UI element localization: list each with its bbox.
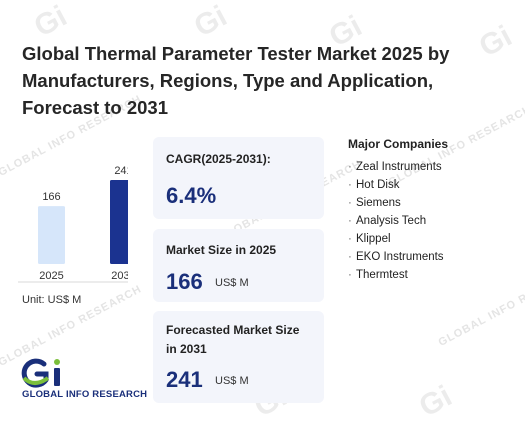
company-item: · Siemens	[348, 194, 444, 212]
bar-2031	[110, 180, 128, 264]
bullet-icon: ·	[348, 161, 352, 173]
watermark-text: GLOBAL INFO RESEARCH	[436, 263, 525, 349]
company-item: · Klippel	[348, 230, 444, 248]
page-title: Global Thermal Parameter Tester Market 2…	[22, 43, 450, 118]
company-item: · Analysis Tech	[348, 212, 444, 230]
tick-label-2031: 2031	[111, 270, 128, 282]
cagr-card: CAGR(2025-2031): 6.4%	[153, 137, 324, 219]
bullet-icon: ·	[348, 197, 352, 209]
market-size-card: Market Size in 2025 166 US$ M	[153, 229, 324, 302]
companies-heading: Major Companies	[348, 137, 449, 151]
company-name: Zeal Instruments	[356, 161, 442, 173]
forecast-label-line1: Forecasted Market Size	[166, 323, 300, 337]
forecast-card: Forecasted Market Size in 2031 241 US$ M	[153, 311, 324, 403]
watermark-mark: Gi	[413, 379, 458, 424]
company-name: Hot Disk	[356, 179, 400, 191]
watermark-mark: Gi	[188, 0, 233, 44]
bar-2025	[38, 206, 65, 264]
bullet-icon: ·	[348, 215, 352, 227]
forecast-unit: US$ M	[215, 375, 249, 387]
cagr-label: CAGR(2025-2031):	[166, 152, 271, 166]
data-label-2025: 166	[42, 191, 60, 203]
company-item: · EKO Instruments	[348, 248, 444, 266]
bar-chart: 166 2025 241 2031	[18, 165, 128, 283]
watermark-mark: Gi	[28, 0, 73, 44]
company-item: · Hot Disk	[348, 176, 444, 194]
bullet-icon: ·	[348, 269, 352, 281]
bullet-icon: ·	[348, 233, 352, 245]
forecast-value: 241	[166, 367, 203, 392]
logo-text: GLOBAL INFO RESEARCH	[22, 389, 148, 400]
company-item: · Thermtest	[348, 266, 444, 284]
company-name: Thermtest	[356, 269, 408, 281]
company-name: Siemens	[356, 197, 401, 209]
unit-note: Unit: US$ M	[22, 294, 82, 306]
cagr-value: 6.4%	[166, 183, 217, 208]
tick-label-2025: 2025	[39, 270, 63, 282]
gi-logo-icon	[21, 358, 60, 388]
company-item: · Zeal Instruments	[348, 158, 444, 176]
market-size-label: Market Size in 2025	[166, 243, 277, 257]
company-name: Analysis Tech	[356, 215, 427, 227]
bullet-icon: ·	[348, 251, 352, 263]
data-label-2031: 241	[114, 165, 128, 177]
company-list: · Zeal Instruments · Hot Disk · Siemens · Analy…	[348, 158, 444, 284]
market-size-value: 166	[166, 269, 203, 294]
bullet-icon: ·	[348, 179, 352, 191]
company-name: EKO Instruments	[356, 251, 444, 263]
market-size-unit: US$ M	[215, 277, 249, 289]
forecast-label-line2: in 2031	[166, 342, 207, 356]
company-name: Klippel	[356, 233, 391, 245]
